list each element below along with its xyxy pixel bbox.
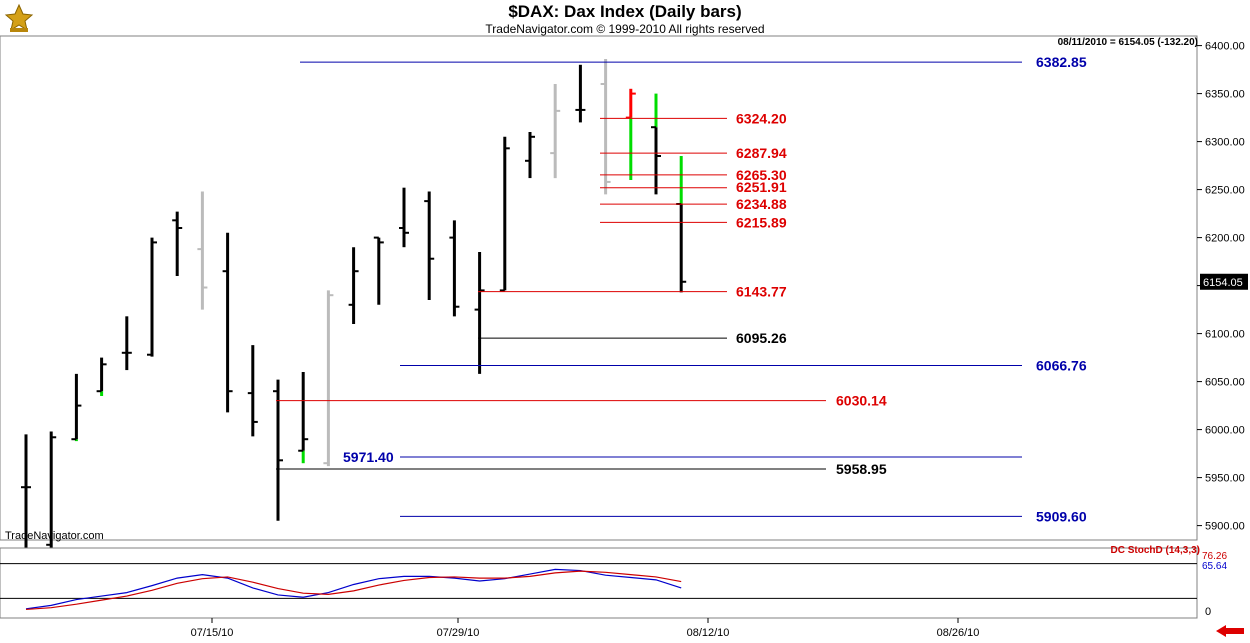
stochastic-value-label: 65.64 [1202, 561, 1227, 572]
price-tick-label: 6250.00 [1205, 185, 1245, 197]
price-tick-label: 6200.00 [1205, 233, 1245, 245]
stochastic-value-box [1200, 550, 1248, 561]
ohlc-bar [575, 64, 586, 123]
ohlc-bar [651, 93, 661, 195]
level-label: 6066.76 [1036, 358, 1087, 374]
price-tick-label: 5950.00 [1205, 473, 1245, 485]
ohlc-bar [348, 247, 359, 324]
stochastic-lines [25, 568, 682, 611]
level-label: 6251.91 [736, 179, 787, 195]
stochastic-frame [0, 547, 1198, 619]
level-label: 6095.26 [736, 330, 787, 346]
level-label: 6143.77 [736, 284, 787, 300]
stochastic-tick-label: 0 [1205, 606, 1211, 618]
vendor-label: TradeNavigator.com [5, 530, 104, 542]
ohlc-bar [600, 59, 611, 195]
ohlc-bar [424, 191, 435, 300]
level-label: 5958.95 [836, 461, 887, 477]
ohlc-bar [71, 373, 82, 442]
price-tick-label: 6350.00 [1205, 89, 1245, 101]
last-price-label: 6154.05 [1203, 277, 1243, 289]
level-label: 6234.88 [736, 196, 787, 212]
ohlc-bar [247, 345, 258, 437]
price-tick-label: 5900.00 [1205, 521, 1245, 533]
stochastic-value-label: 76.26 [1202, 551, 1227, 562]
chart-title: $DAX: Dax Index (Daily bars) [508, 2, 742, 21]
date-tick-label: 08/26/10 [937, 627, 980, 639]
price-tick-label: 6000.00 [1205, 425, 1245, 437]
ohlc-bar [499, 136, 510, 292]
price-tick-label: 6050.00 [1205, 377, 1245, 389]
ohlc-bar [147, 237, 157, 357]
level-label: 5909.60 [1036, 508, 1087, 524]
price-axis: 5900.005950.006000.006050.006100.006150.… [1197, 41, 1248, 533]
level-label: 6287.94 [736, 145, 787, 161]
ohlc-bar [399, 187, 409, 248]
ohlc-bar [625, 88, 636, 180]
ohlc-bar [197, 191, 208, 310]
ohlc-bar [474, 252, 485, 374]
ohlc-bar [46, 431, 57, 553]
ohlc-bars [21, 59, 687, 553]
level-label: 6382.85 [1036, 54, 1087, 70]
price-pane-frame [0, 35, 1198, 541]
ohlc-bar [96, 357, 107, 396]
tradenavigator-logo [4, 2, 34, 34]
ohlc-bar [373, 236, 384, 305]
last-price-box [1200, 273, 1248, 290]
price-tick-label: 6100.00 [1205, 329, 1245, 341]
price-pane [0, 35, 1198, 541]
ohlc-bar [323, 290, 334, 467]
date-axis: 07/15/10 07/29/10 08/12/10 08/26/10 [191, 618, 980, 639]
scroll-back-arrow-icon[interactable] [1214, 624, 1246, 638]
price-tick-label: 6300.00 [1205, 137, 1245, 149]
ohlc-bar [121, 316, 132, 371]
level-label: 6324.20 [736, 110, 787, 126]
date-tick-label: 08/12/10 [687, 627, 730, 639]
level-label: 6265.30 [736, 167, 787, 183]
price-levels: 6382.85 6324.20 6287.94 6265.306251.916234.… [276, 54, 1087, 524]
ohlc-bar [172, 211, 183, 276]
copyright-notice: TradeNavigator.com © 1999-2010 All right… [485, 22, 765, 36]
stochastic-value-box [1200, 560, 1248, 571]
level-label: 6215.89 [736, 214, 787, 230]
ohlc-bar [449, 220, 460, 317]
date-tick-label: 07/15/10 [191, 627, 234, 639]
level-label: 5971.40 [343, 449, 394, 465]
ohlc-bar [525, 132, 535, 179]
stochastic-series-line [25, 570, 682, 611]
ohlc-bar [273, 379, 283, 521]
stochastic-series-line [25, 568, 682, 610]
ohlc-bar [550, 84, 561, 179]
price-tick-label: 6400.00 [1205, 41, 1245, 53]
ohlc-bar [21, 434, 31, 550]
ohlc-bar [222, 232, 233, 413]
stochastic-label: DC StochD (14,3,3) [1110, 545, 1200, 556]
price-readout: 08/11/2010 = 6154.05 (-132.20) [1057, 37, 1198, 48]
date-tick-label: 07/29/10 [437, 627, 480, 639]
level-label: 6030.14 [836, 393, 887, 409]
ohlc-bar [298, 372, 309, 464]
